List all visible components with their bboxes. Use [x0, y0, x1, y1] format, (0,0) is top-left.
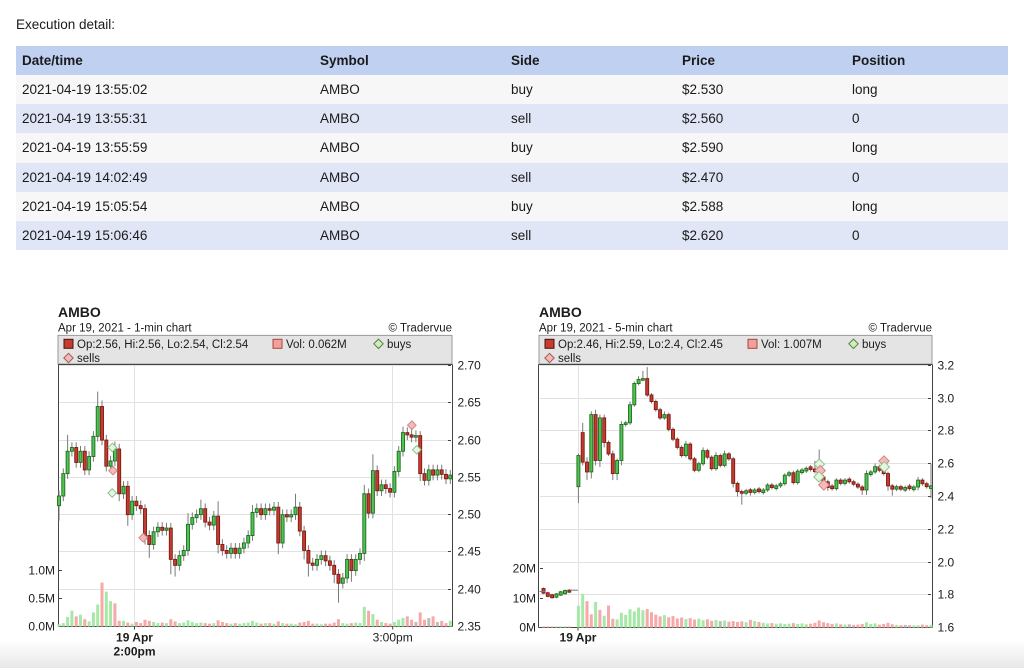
svg-text:© Tradervue: © Tradervue — [869, 323, 932, 335]
svg-text:1.6: 1.6 — [938, 621, 955, 635]
svg-text:0.5M: 0.5M — [28, 592, 55, 606]
svg-text:20M: 20M — [513, 562, 536, 576]
svg-text:2.8: 2.8 — [938, 424, 955, 438]
svg-text:2.35: 2.35 — [458, 620, 482, 634]
svg-text:0.0M: 0.0M — [28, 620, 55, 634]
svg-text:sells: sells — [558, 353, 581, 365]
svg-text:sells: sells — [77, 353, 100, 365]
svg-text:2.2: 2.2 — [938, 523, 955, 537]
svg-text:2.65: 2.65 — [458, 396, 482, 410]
svg-text:3.2: 3.2 — [938, 359, 955, 373]
svg-text:2.50: 2.50 — [458, 508, 482, 522]
svg-text:AMBO: AMBO — [539, 304, 582, 320]
svg-text:buys: buys — [862, 339, 887, 351]
svg-text:Op:2.56, Hi:2.56, Lo:2.54, Cl:: Op:2.56, Hi:2.56, Lo:2.54, Cl:2.54 — [77, 339, 249, 351]
svg-text:Op:2.46, Hi:2.59, Lo:2.4, Cl:2: Op:2.46, Hi:2.59, Lo:2.4, Cl:2.45 — [558, 339, 723, 351]
svg-text:buys: buys — [387, 339, 412, 351]
svg-text:1.8: 1.8 — [938, 588, 955, 602]
svg-text:3.0: 3.0 — [938, 392, 955, 406]
svg-text:2.45: 2.45 — [458, 545, 482, 559]
svg-text:0M: 0M — [519, 621, 536, 635]
svg-text:2.55: 2.55 — [458, 471, 482, 485]
svg-text:19 Apr: 19 Apr — [116, 631, 153, 645]
svg-text:19 Apr: 19 Apr — [560, 631, 597, 645]
svg-text:Vol: 0.062M: Vol: 0.062M — [286, 339, 347, 351]
svg-text:© Tradervue: © Tradervue — [389, 323, 452, 335]
svg-text:2.6: 2.6 — [938, 457, 955, 471]
svg-text:Apr 19, 2021 - 1-min chart: Apr 19, 2021 - 1-min chart — [58, 323, 192, 335]
svg-text:2.40: 2.40 — [458, 583, 482, 597]
svg-text:2:00pm: 2:00pm — [113, 645, 155, 659]
svg-text:2.60: 2.60 — [458, 434, 482, 448]
svg-text:Apr 19, 2021 - 5-min chart: Apr 19, 2021 - 5-min chart — [539, 323, 673, 335]
svg-text:Vol: 1.007M: Vol: 1.007M — [761, 339, 822, 351]
svg-text:2.70: 2.70 — [458, 359, 482, 373]
svg-text:3:00pm: 3:00pm — [373, 631, 413, 645]
svg-text:AMBO: AMBO — [58, 304, 101, 320]
svg-text:2.0: 2.0 — [938, 556, 955, 570]
svg-text:2.4: 2.4 — [938, 490, 955, 504]
svg-text:1.0M: 1.0M — [28, 564, 55, 578]
svg-text:10M: 10M — [513, 592, 536, 606]
